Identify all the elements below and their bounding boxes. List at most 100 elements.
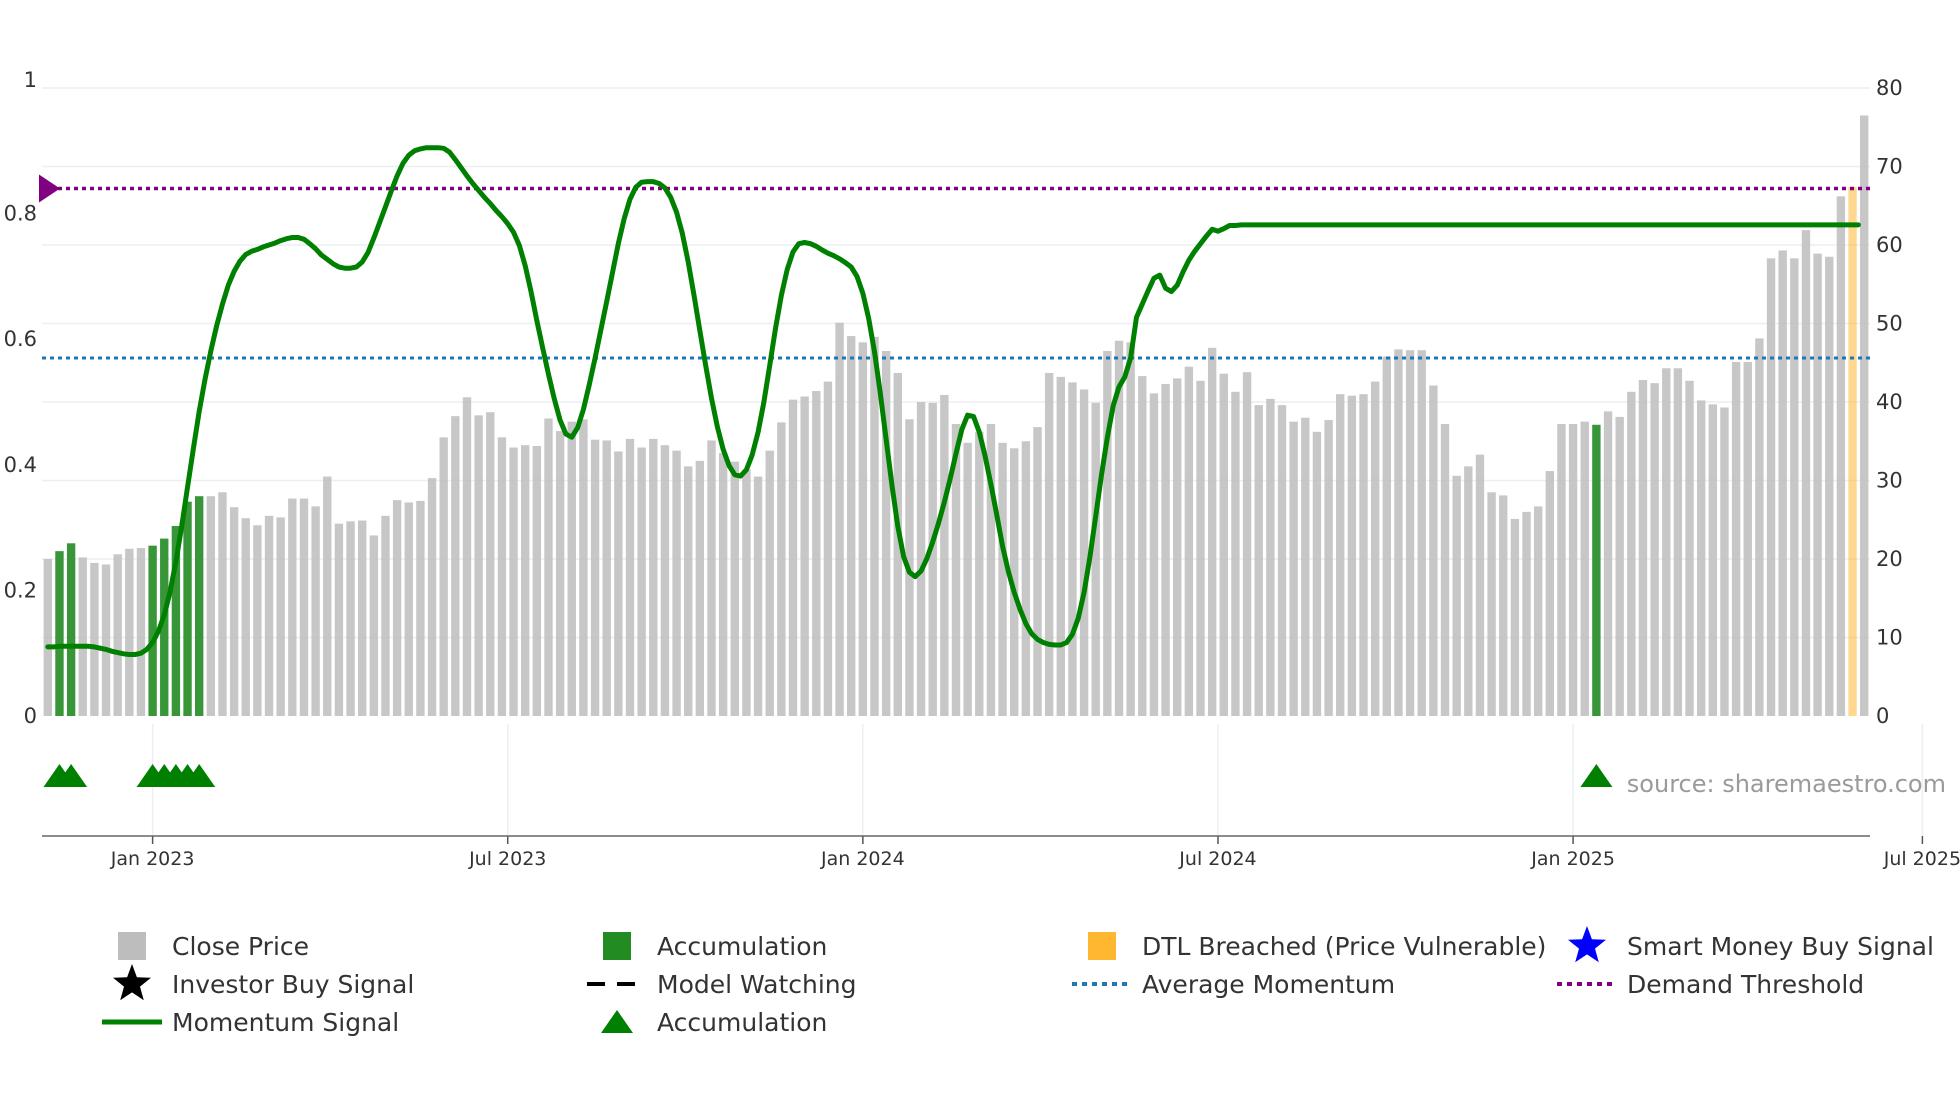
price-bar [730,461,739,716]
price-bar [1766,258,1776,716]
price-bar [183,501,192,716]
price-bar [1475,454,1485,716]
price-bar [1650,383,1659,716]
price-bar [288,498,297,716]
price-bar [1522,511,1531,716]
price-bar [1464,466,1473,716]
price-bar [1347,395,1357,716]
x-tick-label: Jul 2024 [1178,848,1256,870]
price-bar [1801,230,1811,716]
price-bar [1755,338,1764,716]
price-bar [311,506,320,716]
price-bar [1277,405,1287,716]
price-bar [975,431,984,716]
price-bar [521,445,530,716]
price-bar [532,445,542,716]
price-bar [136,548,146,716]
y-right-tick-label: 50 [1876,312,1903,336]
price-bar [1557,423,1566,716]
price-bar [1580,421,1589,716]
x-tick-label: Jan 2024 [820,848,905,870]
price-bar [1510,518,1520,716]
accumulation-marker [55,764,88,787]
price-bar [1720,407,1729,716]
price-bar [1568,423,1578,716]
price-bar [1708,404,1718,716]
price-bar [1499,495,1508,716]
price-bar [1149,393,1159,716]
price-bar [1138,376,1147,716]
price-bar [462,397,472,716]
price-bar [1068,382,1077,716]
price-bar [1114,340,1124,716]
x-tick-label: Jul 2025 [1883,848,1960,870]
price-bar [253,525,262,716]
price-bar [614,451,623,716]
price-bar [346,521,355,716]
legend-symbol-triangle [601,1010,633,1033]
price-bar [1394,349,1403,716]
price-bar [1324,420,1333,716]
legend-label: Smart Money Buy Signal [1627,932,1934,961]
price-bar [206,496,216,716]
price-bar [427,478,437,716]
price-bar [101,564,111,716]
price-bar [78,557,87,716]
legend-symbol-square [118,932,146,960]
legend: Close Price Accumulation DTL Breached (Pri… [102,926,1934,1037]
price-bar [1545,471,1555,716]
legend-label: Average Momentum [1142,970,1395,999]
price-bar [1382,356,1391,716]
price-bar [649,438,658,716]
price-bar [229,507,239,716]
y-right-tick-label: 80 [1876,76,1903,100]
price-bar [1370,381,1380,716]
price-bar [1825,256,1834,716]
y-left-tick-label: 0.8 [4,202,37,226]
price-bar [870,336,879,716]
price-bar [544,418,553,716]
y-left-tick-label: 0.2 [4,578,37,602]
price-bar [90,562,99,716]
price-bar [113,554,122,716]
price-bar [707,440,716,716]
legend-label: Momentum Signal [172,1008,399,1037]
price-bar [1359,394,1368,716]
momentum-line [45,145,1861,657]
demand-threshold-marker [39,174,60,203]
x-tick-label: Jan 2025 [1530,848,1615,870]
price-bar [555,431,565,716]
accumulation-marker [183,764,216,787]
price-bar [486,412,495,716]
price-bar [299,498,309,716]
price-bar [753,476,763,716]
price-bar [847,336,856,716]
price-bar [497,437,507,716]
price-bar [590,439,600,716]
price-bar [381,515,390,716]
price-bar [1429,385,1438,716]
price-bar [1627,391,1636,716]
price-bar [1266,398,1275,716]
price-bar [672,450,681,716]
price-bar [1184,366,1194,716]
price-bar [1312,431,1322,716]
price-bar [858,342,868,716]
price-bar [1336,394,1345,716]
price-bar [823,381,833,716]
price-bar [369,535,379,716]
y-right-tick-label: 60 [1876,233,1903,257]
y-right-tick-label: 0 [1876,704,1889,728]
price-bar [1231,391,1240,716]
price-bar [660,445,670,716]
legend-label: Accumulation [657,1008,827,1037]
price-bar [835,322,844,716]
price-bar [1161,383,1170,716]
price-bar [194,496,204,716]
price-bar [1603,411,1613,716]
price-bar [1662,368,1671,716]
price-bar [963,442,972,716]
legend-symbol-star [1568,926,1606,963]
price-bar [148,545,157,716]
price-bar [1615,416,1624,716]
